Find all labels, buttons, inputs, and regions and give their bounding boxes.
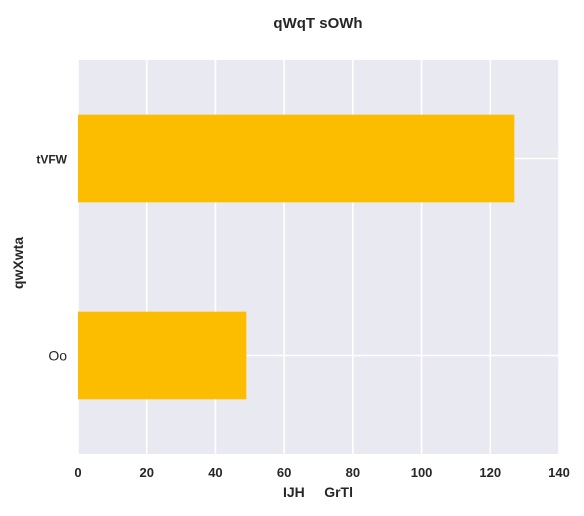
y-axis-label: qwXwta — [10, 237, 26, 289]
x-tick-labels: 0 20 40 60 80 100 120 140 — [74, 465, 569, 480]
bar-Oo — [78, 311, 247, 400]
bar-tVFW — [78, 114, 515, 203]
x-axis-label: IJH GrTl — [283, 484, 353, 500]
x-tick-label: 0 — [74, 465, 81, 480]
y-category-labels: tVFW Oo — [36, 153, 67, 364]
x-tick-label: 100 — [411, 465, 433, 480]
x-tick-label: 20 — [139, 465, 153, 480]
x-tick-label: 80 — [346, 465, 360, 480]
y-category-label: Oo — [48, 348, 67, 364]
x-tick-label: 140 — [548, 465, 570, 480]
x-tick-label: 120 — [479, 465, 501, 480]
y-category-label: tVFW — [36, 153, 67, 167]
x-tick-label: 40 — [208, 465, 222, 480]
x-tick-label: 60 — [277, 465, 291, 480]
chart-title: qWqT sOWh — [273, 15, 362, 32]
bars — [78, 114, 515, 400]
